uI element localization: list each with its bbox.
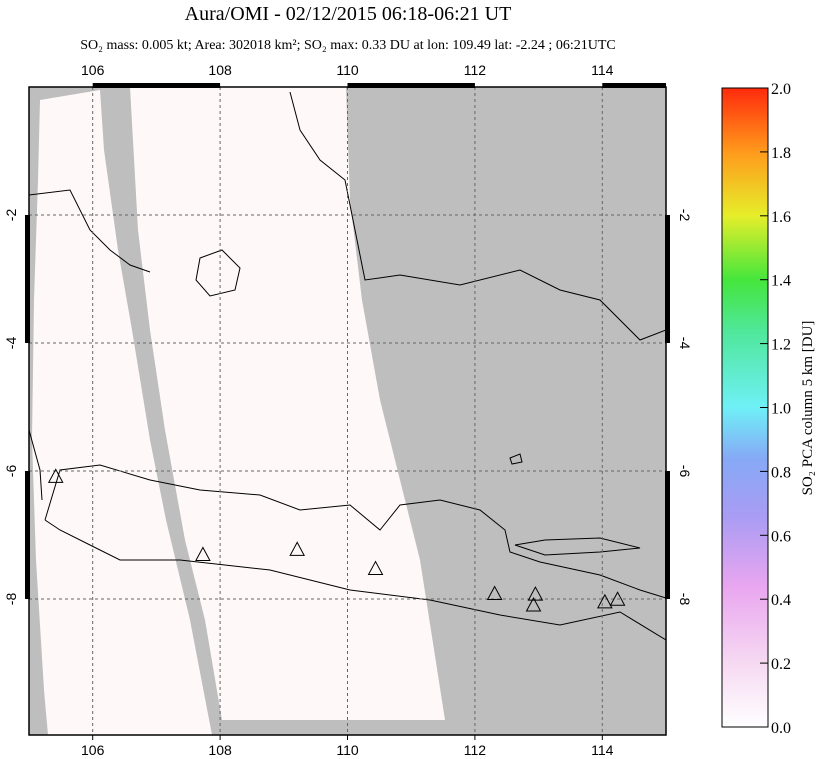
colorbar-tick-label: 0.6 bbox=[771, 528, 791, 545]
y-tick-label-left: -6 bbox=[3, 465, 19, 478]
colorbar-tick-label: 0.0 bbox=[771, 720, 791, 737]
y-tick-label-right: -8 bbox=[677, 593, 693, 606]
coastline-island bbox=[509, 453, 523, 465]
chart-subtitle: SO₂ mass: 0.005 kt; Area: 302018 km²; SO… bbox=[80, 38, 615, 53]
colorbar-tick-label: 0.8 bbox=[771, 464, 791, 481]
volcano-markers bbox=[47, 468, 626, 612]
x-tick-label-top: 106 bbox=[81, 62, 105, 78]
colorbar-tick-label: 1.4 bbox=[771, 273, 791, 290]
map-area bbox=[29, 87, 666, 735]
x-tick-label-top: 110 bbox=[336, 62, 359, 78]
y-tick-label-left: -4 bbox=[3, 337, 19, 350]
scale-bar bbox=[665, 215, 670, 343]
volcano-marker bbox=[486, 585, 503, 601]
x-tick-label-bottom: 114 bbox=[591, 742, 614, 758]
colorbar-tick-label: 0.4 bbox=[771, 592, 791, 609]
volcano-marker bbox=[609, 591, 626, 606]
axes: 106 106 108 108 110 110 112 112 114 114 -2 -2 -4 -4 -6… bbox=[3, 62, 693, 758]
coastline-madura bbox=[514, 537, 641, 556]
colorbar-tick-label: 1.6 bbox=[771, 209, 791, 226]
volcano-marker bbox=[525, 596, 542, 612]
grid bbox=[29, 87, 666, 735]
colorbar-tick-label: 0.2 bbox=[771, 656, 791, 673]
colorbar-label: SO₂ PCA column 5 km [DU] bbox=[800, 321, 816, 496]
colorbar-tick-label: 1.0 bbox=[771, 401, 791, 418]
y-tick-label-right: -4 bbox=[677, 337, 693, 350]
scale-bar bbox=[92, 83, 221, 88]
colorbar-tick-label: 2.0 bbox=[771, 81, 791, 98]
coastline-sumatra bbox=[29, 189, 151, 501]
y-tick-label-right: -2 bbox=[677, 209, 693, 222]
coastline-java bbox=[44, 464, 666, 641]
y-tick-label-left: -8 bbox=[3, 593, 19, 606]
x-tick-label-bottom: 110 bbox=[336, 742, 359, 758]
data-swath bbox=[130, 87, 445, 720]
volcano-marker bbox=[195, 546, 211, 561]
y-tick-label-right: -6 bbox=[677, 465, 693, 478]
coastline-bangka bbox=[195, 249, 241, 297]
x-tick-label-bottom: 108 bbox=[208, 742, 232, 758]
colorbar-tick-label: 1.8 bbox=[771, 145, 791, 162]
volcano-marker bbox=[527, 586, 544, 601]
colorbar-tick-label: 1.2 bbox=[771, 337, 791, 354]
x-tick-label-bottom: 112 bbox=[464, 742, 487, 758]
volcano-marker bbox=[47, 468, 64, 483]
y-tick-label-left: -2 bbox=[3, 209, 19, 222]
x-tick-label-bottom: 106 bbox=[81, 742, 105, 758]
colorbar-axis: 0.0 0.2 0.4 0.6 0.8 1.0 1.2 1.4 1.6 1.8 2.0 bbox=[760, 81, 791, 737]
coastline-borneo bbox=[289, 91, 666, 341]
x-tick-label-top: 108 bbox=[208, 62, 232, 78]
x-tick-label-top: 114 bbox=[591, 62, 614, 78]
scale-bar bbox=[665, 471, 670, 599]
chart-title: Aura/OMI - 02/12/2015 06:18-06:21 UT bbox=[185, 3, 512, 25]
scale-bar bbox=[347, 83, 475, 88]
scale-bar bbox=[25, 471, 30, 599]
coastlines bbox=[29, 91, 666, 641]
volcano-marker bbox=[597, 593, 613, 609]
x-tick-label-top: 112 bbox=[464, 62, 487, 78]
scale-bar bbox=[25, 215, 30, 343]
data-swath bbox=[32, 90, 212, 735]
scale-bar bbox=[602, 83, 666, 88]
volcano-marker bbox=[367, 560, 384, 576]
volcano-marker bbox=[289, 541, 306, 556]
